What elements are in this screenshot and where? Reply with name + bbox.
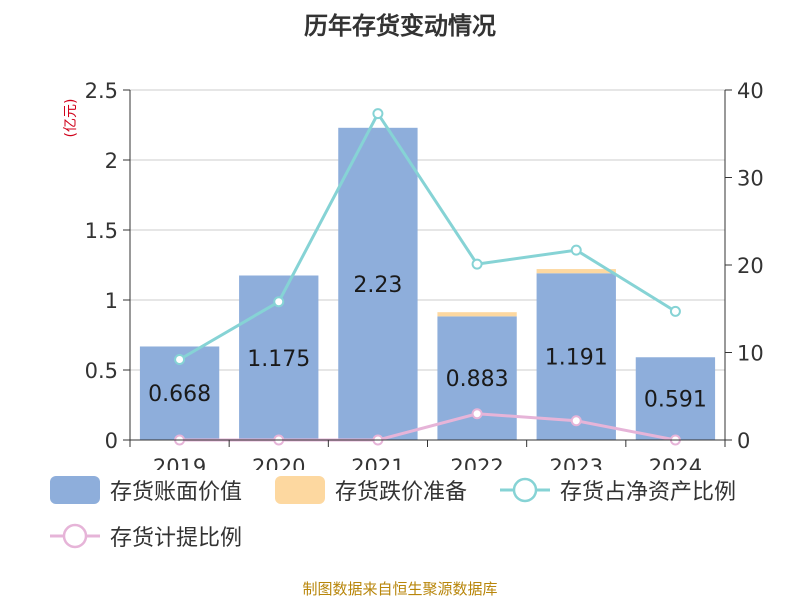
left-axis-tick-label: 2.5 [85,79,118,103]
legend-label: 存货跌价准备 [335,480,468,505]
legend-swatch-reserve [275,476,325,504]
x-axis-tick-label: 2019 [153,455,206,470]
legend-item-ratio-net-assets[interactable]: 存货占净资产比例 [500,474,736,506]
bar-reserve [536,269,616,274]
x-axis-tick-label: 2020 [252,455,305,470]
bar-data-label: 0.668 [148,382,211,407]
bar-book-value [635,357,716,440]
right-axis-tick-label: 30 [737,167,764,191]
x-axis-tick-label: 2021 [351,455,404,470]
right-axis-tick-label: 10 [737,342,764,366]
ratio-net-assets-point [174,354,186,365]
x-axis-tick-label: 2023 [550,455,603,470]
x-axis-tick-label: 2022 [450,455,503,470]
bar-data-label: 1.175 [247,347,310,372]
left-axis-tick-label: 0 [105,429,118,453]
line-series [174,108,681,446]
provision-ratio-point [570,415,582,427]
legend-label: 存货账面价值 [110,480,243,505]
left-axis-tick-label: 1.5 [85,219,118,243]
x-axis-tick-label: 2024 [649,455,702,470]
legend-label: 存货计提比例 [110,526,243,551]
bar-data-label: 2.23 [353,273,402,298]
bar-book-value [338,127,418,441]
axes: 0 0.5 1 1.5 2 2.5 0 10 20 30 40 2019 2020 2021 2022 202… [85,79,764,470]
legend-label: 存货占净资产比例 [560,480,737,505]
ratio-net-assets-point [273,296,285,308]
ratio-net-assets-point [372,108,384,120]
legend-line-marker-icon [50,523,100,549]
ratio-net-assets-line [178,110,677,361]
left-axis-tick-label: 0.5 [85,359,118,383]
legend-item-book-value[interactable]: 存货账面价值 [50,474,242,506]
bar-data-label: 1.191 [545,346,608,371]
bar-data-label: 0.591 [644,388,707,413]
legend-line-marker-icon [500,477,550,503]
right-axis-tick-label: 0 [737,429,750,453]
left-axis-tick-label: 1 [105,289,118,313]
bar-data-labels: 0.668 1.175 2.23 0.883 1.191 0.591 [148,273,707,413]
legend-item-provision-ratio[interactable]: 存货计提比例 [50,520,242,552]
inventory-chart: 0.668 1.175 2.23 0.883 1.191 0.591 0 0.5 1 1.5 2 2… [63,79,764,470]
bar-book-value [536,273,616,440]
left-axis-unit: (亿元) [63,99,79,138]
ratio-net-assets-point [471,258,483,270]
provision-ratio-point [471,408,483,420]
source-footer: 制图数据来自恒生聚源数据库 [302,580,498,598]
bar-reserve [437,312,517,317]
right-axis-tick-label: 20 [737,254,764,278]
ratio-net-assets-point [570,244,582,256]
chart-title: 历年存货变动情况 [304,12,496,40]
bar-data-label: 0.883 [446,367,509,392]
legend-item-reserve[interactable]: 存货跌价准备 [275,474,467,506]
legend-swatch-book-value [50,476,100,504]
right-axis-tick-label: 40 [737,79,764,103]
ratio-net-assets-point [669,305,681,317]
left-axis-tick-label: 2 [105,149,118,173]
